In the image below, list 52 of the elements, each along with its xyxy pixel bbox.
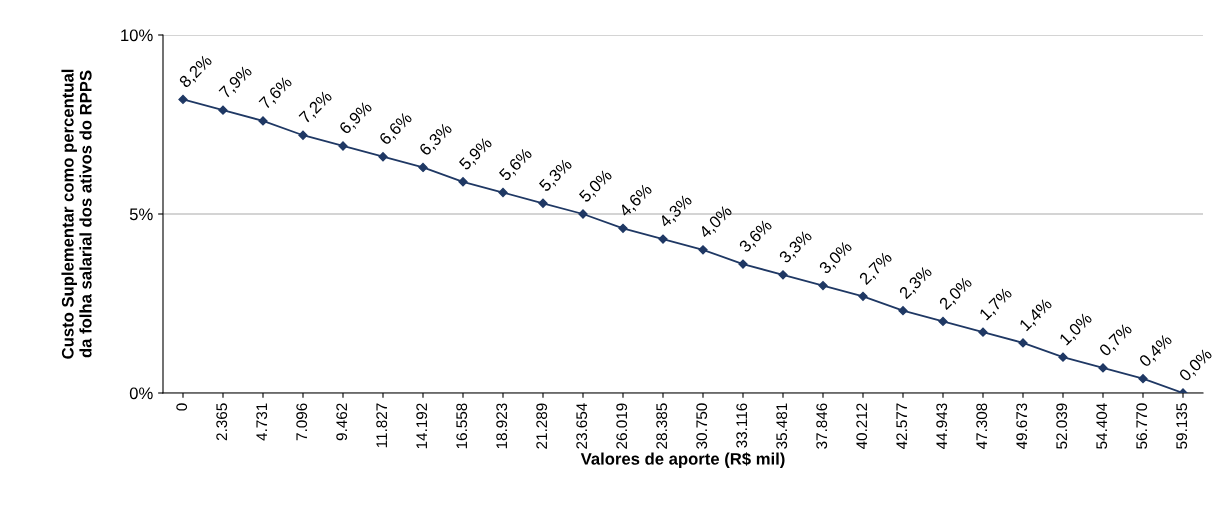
x-tick-label: 42.577 xyxy=(896,403,908,450)
point xyxy=(258,116,268,126)
point xyxy=(978,327,988,337)
point xyxy=(898,306,908,316)
x-tick-label: 26.019 xyxy=(616,403,628,449)
x-tick-label: 21.289 xyxy=(536,403,548,449)
x-tick-label: 52.039 xyxy=(1056,403,1068,449)
point xyxy=(378,152,388,162)
x-tick-label: 37.846 xyxy=(816,403,828,449)
x-tick-label: 2.365 xyxy=(216,403,228,441)
x-tick-label: 56.770 xyxy=(1136,403,1148,449)
x-tick-label: 30.750 xyxy=(696,403,708,449)
point xyxy=(1058,352,1068,362)
point xyxy=(458,177,468,187)
x-tick-label: 4.731 xyxy=(256,403,268,441)
y-tick-label: 0% xyxy=(129,387,153,400)
x-tick-label: 0 xyxy=(176,403,188,411)
point xyxy=(858,291,868,301)
x-tick-label: 33.116 xyxy=(736,403,748,448)
x-tick-label: 16.558 xyxy=(456,403,468,449)
y-axis-title: Custo Suplementar como percentual da folha salarial dos ativos do RPPS xyxy=(61,69,92,359)
x-axis-title: Valores de aporte (R$ mil) xyxy=(580,452,785,469)
y-tick-label: 10% xyxy=(121,29,153,42)
x-tick-label: 9.462 xyxy=(336,403,348,441)
x-tick-label: 54.404 xyxy=(1096,403,1108,449)
y-tick-label: 5% xyxy=(129,208,153,221)
point xyxy=(178,94,188,105)
x-tick-label: 49.673 xyxy=(1016,403,1028,450)
point xyxy=(738,259,748,269)
point xyxy=(1138,374,1148,384)
point xyxy=(1018,338,1028,348)
point xyxy=(418,162,428,173)
x-tick-label: 7.096 xyxy=(296,403,308,441)
point xyxy=(298,130,308,140)
x-tick-label: 14.192 xyxy=(416,403,428,449)
point xyxy=(538,198,548,208)
x-tick-label: 35.481 xyxy=(776,403,788,449)
point xyxy=(938,316,948,327)
x-tick-label: 40.212 xyxy=(856,403,868,450)
x-tick-label: 59.135 xyxy=(1176,403,1188,449)
point xyxy=(618,223,628,233)
point xyxy=(498,187,508,198)
point xyxy=(778,270,788,280)
x-tick-label: 44.943 xyxy=(936,403,948,450)
x-tick-label: 23.654 xyxy=(576,403,588,449)
x-tick-label: 18.923 xyxy=(496,403,508,449)
x-tick-label: 47.308 xyxy=(976,403,988,450)
x-tick-label: 11.827 xyxy=(376,403,388,448)
point xyxy=(218,105,228,115)
point xyxy=(698,245,708,255)
point xyxy=(818,280,828,291)
x-tick-label: 28.385 xyxy=(656,403,668,449)
